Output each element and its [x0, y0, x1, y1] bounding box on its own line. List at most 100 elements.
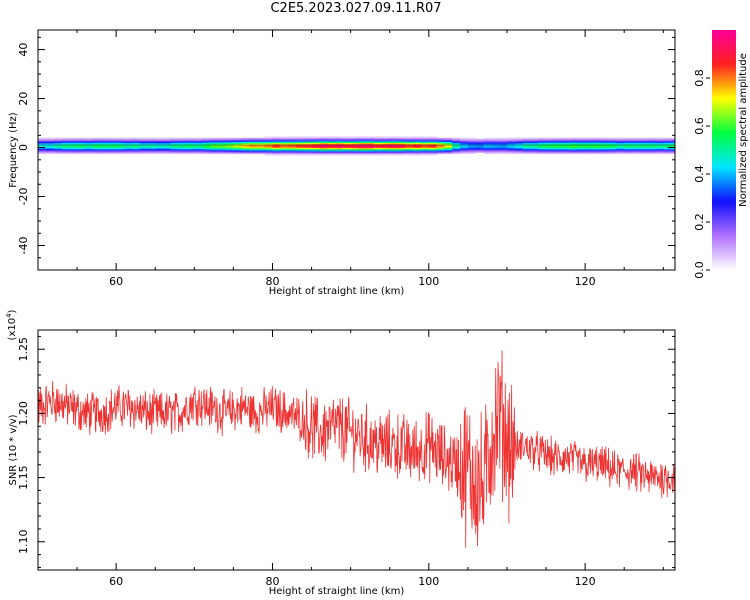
spectrogram-cell	[108, 151, 117, 153]
spectrogram-cell	[45, 141, 55, 144]
spectrogram-cell	[616, 143, 625, 146]
spectrogram-cell	[209, 147, 219, 150]
spectrogram-cell	[413, 151, 422, 153]
spectrogram-cell	[202, 141, 211, 144]
spectrogram-cell	[428, 153, 438, 156]
spectrogram-cell	[272, 136, 281, 139]
snr-xlabel: Height of straight line (km)	[269, 586, 405, 597]
spectrogram-cell	[460, 152, 469, 155]
spectrogram-cell	[77, 142, 86, 145]
spectrogram-cell	[358, 142, 367, 145]
spectrogram-cell	[483, 152, 492, 155]
spectrogram-cell	[350, 138, 359, 141]
spectrogram-cell	[616, 138, 625, 141]
spectrogram-cell	[475, 145, 484, 147]
spectrogram-cell	[225, 146, 234, 148]
spectrogram-cell	[663, 138, 672, 141]
spectrogram-cell	[233, 140, 242, 142]
spectrogram-cell	[561, 152, 570, 155]
spectrogram-cell	[288, 143, 297, 146]
spectrogram-cell	[561, 147, 570, 150]
spectrogram-cell	[100, 146, 109, 148]
spectrogram-cell	[452, 147, 461, 150]
spectrogram-cell	[163, 145, 172, 147]
spectrogram-cell	[358, 150, 367, 152]
spectrogram-cell	[249, 148, 258, 151]
spectrogram-cell	[186, 142, 195, 145]
spectrogram-cell	[319, 140, 328, 142]
spectrogram-cell	[264, 143, 273, 146]
spectrogram-cell	[311, 153, 320, 156]
spectrogram-cell	[100, 148, 109, 151]
spectrogram-cell	[264, 146, 273, 148]
spectrogram-cell	[45, 150, 55, 152]
spectrogram-cell	[202, 147, 211, 150]
spectrogram-cell	[61, 140, 70, 142]
spectrogram-cell	[522, 147, 531, 150]
spectrogram-cell	[100, 143, 109, 146]
spectrogram-cell	[295, 150, 305, 152]
spectrogram-cell	[436, 145, 445, 147]
spectrogram-cell	[436, 147, 445, 150]
spectrogram-cell	[61, 150, 70, 152]
spectrogram-cell	[147, 145, 156, 147]
spectrogram-cell	[428, 141, 438, 144]
spectrogram-cell	[350, 148, 359, 151]
spectrogram-cell	[546, 140, 555, 142]
spectrogram-cell	[600, 142, 609, 145]
spectrogram-cell	[522, 137, 531, 140]
spectrogram-cell	[225, 150, 234, 152]
spectrogram-cell	[178, 151, 187, 153]
spectrogram-cell	[131, 137, 141, 140]
spectrogram-cell	[303, 140, 312, 142]
spectrogram-cell	[295, 141, 305, 144]
spectrogram-cell	[61, 141, 70, 144]
spectrogram-cell	[256, 145, 266, 147]
spectrogram-cell	[155, 137, 164, 140]
spectrogram-cell	[170, 145, 180, 147]
spectrogram-cell	[335, 141, 344, 144]
spectrogram-cell	[108, 145, 117, 147]
spectrogram-cell	[381, 145, 391, 147]
spectrogram-cell	[84, 138, 94, 141]
spectrogram-cell	[460, 148, 469, 151]
spectrogram-cell	[530, 148, 539, 151]
spectrogram-cell	[546, 146, 555, 148]
spectrogram-cell	[389, 143, 398, 146]
spectrogram-cell	[663, 142, 672, 145]
spectrogram-cell	[209, 148, 219, 151]
spectrogram-cell	[116, 143, 125, 146]
spectrogram-cell	[420, 146, 430, 148]
spectrogram-cell	[163, 151, 172, 153]
spectrogram-cell	[319, 136, 328, 139]
spectrogram-cell	[209, 151, 219, 153]
spectrogram-cell	[155, 138, 164, 141]
spectrogram-cell	[561, 146, 570, 148]
spectrogram-cell	[397, 138, 406, 141]
spectrogram-cell	[194, 138, 203, 141]
spectrogram-cell	[499, 141, 508, 144]
spectrogram-cell	[170, 142, 180, 145]
spectrogram-cell	[61, 148, 70, 151]
spectrogram-cell	[170, 140, 180, 142]
spectrogram-cell	[163, 140, 172, 142]
spectrogram-cell	[428, 145, 438, 147]
spectrogram-cell	[569, 137, 578, 140]
spectrogram-cell	[241, 148, 250, 151]
spectrogram-cell	[53, 141, 62, 144]
spectrogram-cell	[147, 150, 156, 152]
spectrogram-cell	[280, 145, 289, 147]
spectrogram-cell	[209, 145, 219, 147]
spectrogram-cell	[444, 145, 453, 147]
spectrogram-cell	[350, 153, 359, 156]
spectrogram-cell	[163, 152, 172, 155]
spectrogram-cell	[592, 150, 602, 152]
spectrogram-cell	[671, 138, 675, 141]
spectrogram-cell	[483, 146, 492, 148]
spectrogram-cell	[155, 145, 164, 147]
spectrogram-cell	[546, 145, 555, 147]
spectrogram-cell	[491, 141, 500, 144]
spectrogram-cell	[381, 136, 391, 139]
spectrogram-cell	[655, 145, 664, 147]
